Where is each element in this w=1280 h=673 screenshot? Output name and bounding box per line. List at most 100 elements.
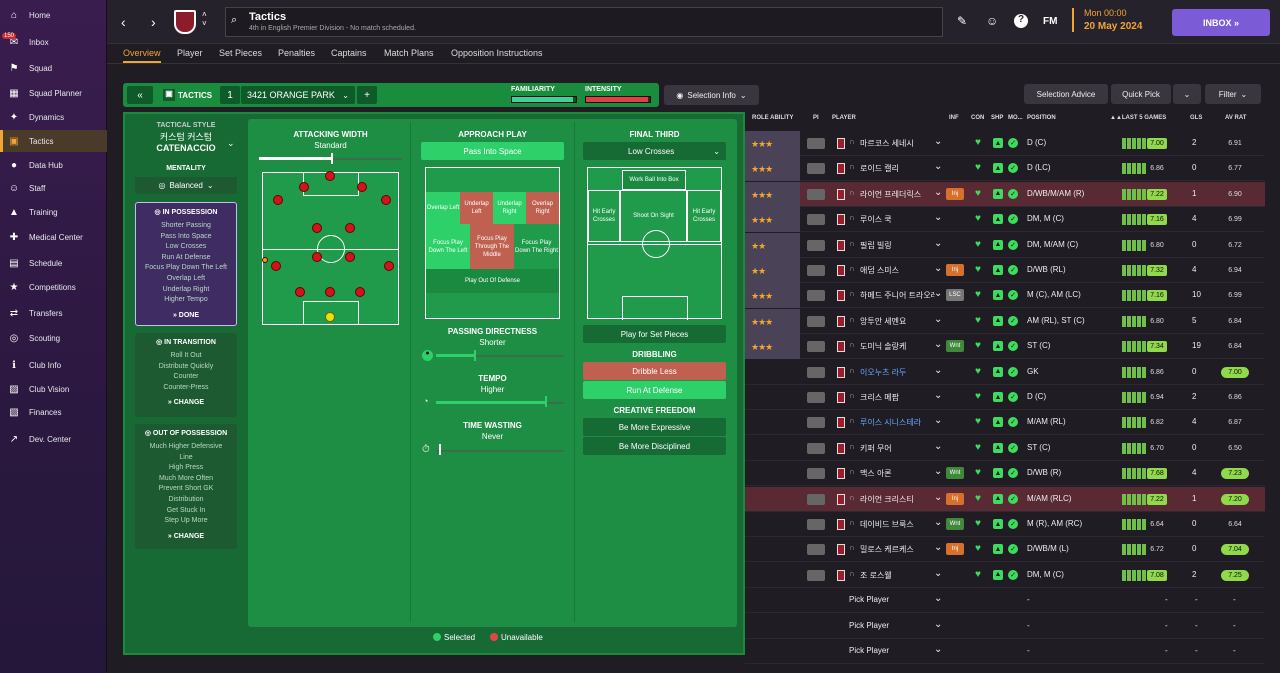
table-row[interactable]: ★★ ∩ 애덤 스미스 ⌄ Inj ♥ ▲ ✓ D/WB (RL) 7.32 4 6.94 [745,258,1265,283]
out-possession-change-button[interactable]: » CHANGE [135,533,237,540]
table-row[interactable]: ★★★ ∩ 앙투안 세멘요 ⌄ ♥ ▲ ✓ AM (RL), ST (C) 6.80 5 6.84 [745,308,1265,334]
filter-button[interactable]: Filter ⌄ [1205,84,1261,104]
player-name[interactable]: 이오누츠 라두 [860,367,907,377]
chevron-down-icon[interactable]: ⌄ [934,313,943,325]
table-row-empty[interactable]: Pick Player ⌄ - - - - [745,614,1265,639]
table-row[interactable]: ∩ 데이비드 브룩스 ⌄ Wnt ♥ ▲ ✓ M (R), AM (RC) 6.64 0 6.64 [745,512,1265,537]
zone-focus-middle[interactable]: Focus Play Through The Middle [470,224,514,269]
formation-player[interactable] [325,171,335,181]
player-name[interactable]: 밀로스 케르케스 [860,545,914,555]
chevron-down-icon[interactable]: ⌄ [934,186,943,198]
pi-icon[interactable] [807,519,825,530]
tab-set-pieces[interactable]: Set Pieces [219,48,263,58]
zone-hit-early-right[interactable]: Hit Early Crosses [687,190,721,242]
formation-player[interactable] [355,287,365,297]
tactic-slot[interactable]: 1 [220,86,240,104]
chevron-down-icon[interactable]: ⌄ [934,339,943,351]
table-row[interactable]: ∩ 이오누츠 라두 ⌄ ♥ ▲ ✓ GK 6.86 0 7.00 [745,360,1265,385]
attacking-width-handle[interactable] [330,153,333,164]
zone-overlap-right[interactable]: Overlap Right [526,192,559,224]
sidebar-item-data-hub[interactable]: ● Data Hub [0,154,107,176]
passing-directness-slider[interactable] [436,355,564,357]
player-name[interactable]: 앙투안 세멘요 [860,316,907,326]
table-row[interactable]: ★★★ ∩ 하메드 주니어 트라오레 ⌄ LSC ♥ ▲ ✓ M (C), AM (LC) 7.1… [745,283,1265,309]
formation-player[interactable] [312,252,322,262]
tab-player[interactable]: Player [177,48,203,58]
formation-player[interactable] [357,182,367,192]
chevron-down-icon[interactable]: ⌄ [934,288,943,300]
zone-out-defense[interactable]: Play Out Of Defense [426,269,559,293]
player-name[interactable]: 애덤 스미스 [860,266,900,275]
chevron-down-icon[interactable]: ⌄ [934,161,943,173]
player-name[interactable]: 조 로스웰 [860,570,892,580]
pass-into-space-button[interactable]: Pass Into Space [421,142,564,160]
table-row[interactable]: ∩ 라이언 크리스티 ⌄ Inj ♥ ▲ ✓ M/AM (RLC) 7.22 1 7.20 [745,486,1265,512]
collapse-button[interactable]: « [127,86,153,104]
sidebar-item-transfers[interactable]: ⇄ Transfers [0,302,107,324]
table-row[interactable]: ∩ 키퍼 무어 ⌄ ♥ ▲ ✓ ST (C) 6.70 0 6.50 [745,436,1265,461]
pi-icon[interactable] [807,392,825,403]
chevron-down-icon[interactable]: ⌄ [934,567,943,579]
table-row[interactable]: ★★ ∩ 필립 빌링 ⌄ ♥ ▲ ✓ DM, M/AM (C) 6.80 0 6.72 [745,232,1265,258]
formation-player[interactable] [345,252,355,262]
col-role-ability[interactable]: ROLE ABILITY [752,115,794,121]
tab-captains[interactable]: Captains [331,48,367,58]
in-transition-box[interactable]: ◎ IN TRANSITION Roll It Out Distribute Qui… [135,333,237,417]
player-name[interactable]: 데이비드 브룩스 [860,520,914,529]
chevron-down-icon[interactable]: ⌄ [934,466,943,478]
player-name[interactable]: 크리스 메팜 [860,393,900,402]
table-row[interactable]: ★★★ ∩ 루이스 쿡 ⌄ ♥ ▲ ✓ DM, M (C) 7.16 4 6.99 [745,207,1265,233]
pi-icon[interactable] [807,569,825,581]
out-possession-box[interactable]: ◎ OUT OF POSSESSION Much Higher Defensive… [135,424,237,549]
sidebar-item-tactics[interactable]: ▣ Tactics [0,130,107,152]
in-transition-change-button[interactable]: » CHANGE [135,399,237,406]
pick-player[interactable]: Pick Player [849,620,890,630]
formation-player[interactable] [384,261,394,271]
set-pieces-button[interactable]: Play for Set Pieces [583,325,726,343]
chevron-down-icon[interactable]: ⌄ [934,390,943,401]
player-name[interactable]: 루이스 시니스테라 [860,418,922,428]
sidebar-item-competitions[interactable]: ★ Competitions [0,276,107,298]
pi-icon[interactable] [807,468,825,480]
formation-player[interactable] [299,182,309,192]
formation-player[interactable] [381,195,391,205]
formation-player[interactable] [271,261,281,271]
pi-icon[interactable] [807,341,825,353]
sidebar-item-home[interactable]: ⌂ Home [0,4,107,26]
tactic-select[interactable]: 3421 ORANGE PARK ⌄ [241,86,355,104]
sidebar-item-squad[interactable]: ⚑ Squad [0,57,107,79]
player-name[interactable]: 라이언 프레더릭스 [860,189,922,199]
col-pi[interactable]: PI [813,115,819,121]
col-avrat[interactable]: AV RAT [1225,115,1247,121]
tab-match-plans[interactable]: Match Plans [384,48,434,58]
dribble-less-button[interactable]: Dribble Less [583,362,726,380]
pi-icon[interactable] [807,315,825,327]
sidebar-item-scouting[interactable]: ◎ Scouting [0,327,107,349]
chevron-down-icon[interactable]: ⌄ [934,136,943,147]
chevron-down-icon[interactable]: ⌄ [934,542,943,554]
time-wasting-slider[interactable] [436,450,564,452]
sidebar-item-staff[interactable]: ☺ Staff [0,177,107,199]
zone-hit-early-left[interactable]: Hit Early Crosses [588,190,620,242]
table-row[interactable]: ★★★ ∩ 라이언 프레더릭스 ⌄ Inj ♥ ▲ ✓ D/WB/M/AM (R) 7.22 1 6.… [745,181,1265,207]
zone-overlap-left[interactable]: Overlap Left [426,192,460,224]
sidebar-item-club-info[interactable]: ℹ Club Info [0,354,107,376]
col-inf[interactable]: INF [949,115,959,121]
chevron-down-icon[interactable]: ⌄ [934,364,943,376]
pick-player[interactable]: Pick Player [849,646,890,655]
pick-player[interactable]: Pick Player [849,595,890,605]
mentality-select[interactable]: ◎ Balanced ⌄ [135,177,237,194]
sidebar-item-medical-center[interactable]: ✚ Medical Center [0,226,107,248]
sidebar-item-squad-planner[interactable]: ▦ Squad Planner [0,82,107,104]
fm-logo[interactable]: FM [1043,16,1058,27]
selection-advice-button[interactable]: Selection Advice [1024,84,1108,104]
quick-pick-dropdown[interactable]: ⌄ [1173,84,1201,104]
player-name[interactable]: 맥스 아론 [860,469,892,479]
chevron-down-icon[interactable]: ⌄ [934,491,943,503]
pi-icon[interactable] [807,290,825,302]
pi-icon[interactable] [807,188,825,200]
table-row-empty[interactable]: Pick Player ⌄ - - - - [745,588,1265,614]
tactical-style[interactable]: TACTICAL STYLE 커스텀 커스텀 CATENACCIO [135,122,237,153]
chevron-down-icon[interactable]: ⌄ [934,415,943,427]
player-name[interactable]: 라이언 크리스티 [860,494,914,504]
